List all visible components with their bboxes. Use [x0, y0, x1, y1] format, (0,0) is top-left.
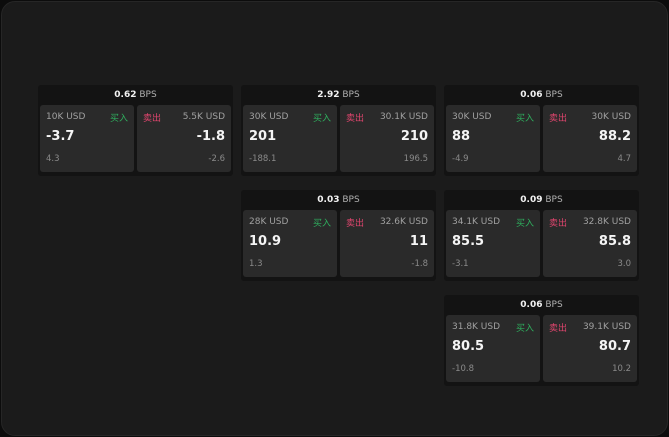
- bid-change: -10.8: [452, 364, 474, 374]
- bid-price: 201: [249, 129, 277, 144]
- sell-quote-button[interactable]: 卖出 5.5K USD -1.8 -2.6: [137, 105, 231, 172]
- sell-label: 卖出: [346, 114, 365, 124]
- bid-size: 30K USD: [452, 112, 492, 122]
- bid-size: 34.1K USD: [452, 217, 501, 227]
- sell-quote-button[interactable]: 卖出 32.8K USD 85.8 3.0: [543, 210, 637, 277]
- spread-value: 0.03: [317, 195, 340, 205]
- buy-label: 买入: [515, 114, 534, 124]
- spread-header: 0.06 BPS: [444, 295, 639, 315]
- sell-label: 卖出: [143, 114, 162, 124]
- buy-quote-button[interactable]: 34.1K USD 买入 85.5 -3.1: [446, 210, 540, 277]
- spread-value: 0.09: [520, 195, 543, 205]
- ask-size: 32.6K USD: [379, 217, 428, 227]
- buy-label: 买入: [515, 324, 534, 334]
- bid-size: 28K USD: [249, 217, 289, 227]
- quote-card: 0.03 BPS 28K USD 买入 10.9 1.3 卖出 32.6K US…: [241, 190, 436, 281]
- ask-change: -1.8: [411, 259, 428, 269]
- spread-unit: BPS: [545, 195, 563, 205]
- ask-change: 10.2: [612, 364, 631, 374]
- spread-unit: BPS: [545, 300, 563, 310]
- spread-value: 0.06: [520, 300, 543, 310]
- ask-change: 3.0: [617, 259, 631, 269]
- ask-size: 32.8K USD: [582, 217, 631, 227]
- buy-label: 买入: [312, 219, 331, 229]
- ask-price: 210: [400, 129, 428, 144]
- bid-price: -3.7: [46, 129, 75, 144]
- ask-size: 5.5K USD: [182, 112, 225, 122]
- buy-label: 买入: [109, 114, 128, 124]
- sell-quote-button[interactable]: 卖出 32.6K USD 11 -1.8: [340, 210, 434, 277]
- bid-price: 85.5: [452, 234, 485, 249]
- spread-value: 0.62: [114, 90, 137, 100]
- bid-change: -4.9: [452, 154, 469, 164]
- ask-size: 39.1K USD: [582, 322, 631, 332]
- sell-quote-button[interactable]: 卖出 30.1K USD 210 196.5: [340, 105, 434, 172]
- spread-header: 0.62 BPS: [38, 85, 233, 105]
- quote-card: 0.06 BPS 31.8K USD 买入 80.5 -10.8 卖出 39.1…: [444, 295, 639, 386]
- ask-change: -2.6: [208, 154, 225, 164]
- ask-price: 11: [409, 234, 428, 249]
- sell-label: 卖出: [346, 219, 365, 229]
- ask-price: 85.8: [598, 234, 631, 249]
- ask-change: 4.7: [617, 154, 631, 164]
- quote-card: 0.06 BPS 30K USD 买入 88 -4.9 卖出 30K USD 8…: [444, 85, 639, 176]
- spread-unit: BPS: [342, 195, 360, 205]
- bid-change: -3.1: [452, 259, 469, 269]
- spread-header: 0.03 BPS: [241, 190, 436, 210]
- bid-change: -188.1: [249, 154, 277, 164]
- quote-card: 0.09 BPS 34.1K USD 买入 85.5 -3.1 卖出 32.8K…: [444, 190, 639, 281]
- bid-size: 10K USD: [46, 112, 86, 122]
- spread-unit: BPS: [342, 90, 360, 100]
- buy-quote-button[interactable]: 30K USD 买入 201 -188.1: [243, 105, 337, 172]
- buy-quote-button[interactable]: 30K USD 买入 88 -4.9: [446, 105, 540, 172]
- bid-size: 30K USD: [249, 112, 289, 122]
- sell-label: 卖出: [549, 219, 568, 229]
- spread-value: 0.06: [520, 90, 543, 100]
- buy-label: 买入: [312, 114, 331, 124]
- bid-change: 4.3: [46, 154, 60, 164]
- ask-size: 30K USD: [591, 112, 631, 122]
- bid-change: 1.3: [249, 259, 263, 269]
- spread-header: 0.06 BPS: [444, 85, 639, 105]
- ask-change: 196.5: [403, 154, 428, 164]
- buy-quote-button[interactable]: 28K USD 买入 10.9 1.3: [243, 210, 337, 277]
- buy-quote-button[interactable]: 31.8K USD 买入 80.5 -10.8: [446, 315, 540, 382]
- spread-unit: BPS: [139, 90, 157, 100]
- sell-label: 卖出: [549, 324, 568, 334]
- spread-value: 2.92: [317, 90, 340, 100]
- bid-price: 10.9: [249, 234, 282, 249]
- sell-quote-button[interactable]: 卖出 30K USD 88.2 4.7: [543, 105, 637, 172]
- bid-size: 31.8K USD: [452, 322, 501, 332]
- bid-price: 88: [452, 129, 471, 144]
- buy-quote-button[interactable]: 10K USD 买入 -3.7 4.3: [40, 105, 134, 172]
- ask-price: 80.7: [598, 339, 631, 354]
- quote-card: 0.62 BPS 10K USD 买入 -3.7 4.3 卖出 5.5K USD…: [38, 85, 233, 176]
- bid-price: 80.5: [452, 339, 485, 354]
- ask-price: 88.2: [598, 129, 631, 144]
- spread-header: 2.92 BPS: [241, 85, 436, 105]
- ask-size: 30.1K USD: [379, 112, 428, 122]
- sell-label: 卖出: [549, 114, 568, 124]
- buy-label: 买入: [515, 219, 534, 229]
- sell-quote-button[interactable]: 卖出 39.1K USD 80.7 10.2: [543, 315, 637, 382]
- spread-header: 0.09 BPS: [444, 190, 639, 210]
- quote-card: 2.92 BPS 30K USD 买入 201 -188.1 卖出 30.1K …: [241, 85, 436, 176]
- spread-unit: BPS: [545, 90, 563, 100]
- ask-price: -1.8: [196, 129, 225, 144]
